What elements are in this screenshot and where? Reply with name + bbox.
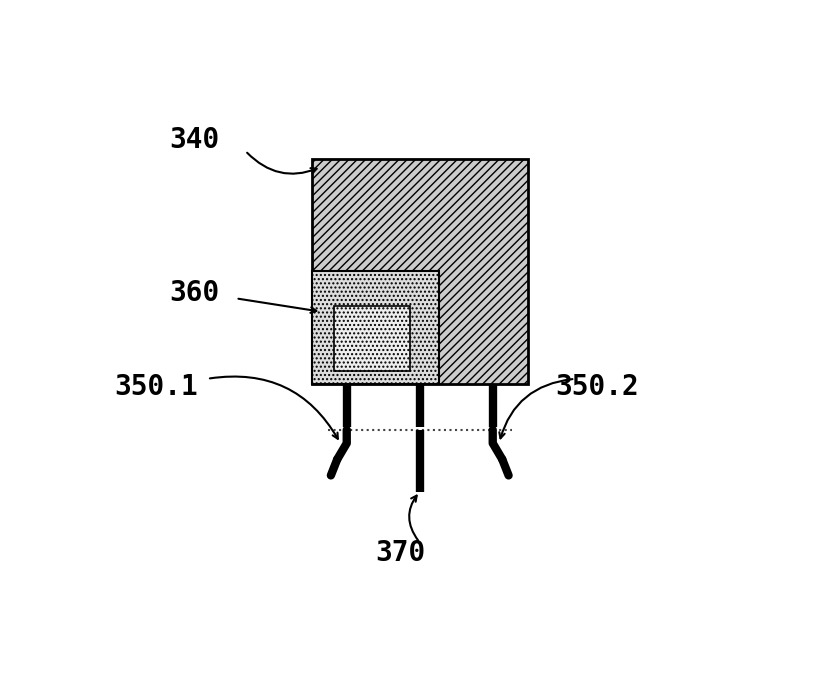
Text: 370: 370 [376, 539, 426, 567]
Text: 360: 360 [170, 279, 219, 307]
Text: 350.1: 350.1 [115, 373, 198, 401]
Text: 340: 340 [170, 126, 219, 154]
Bar [312, 159, 527, 384]
Bar [312, 271, 439, 384]
Text: 350.2: 350.2 [555, 373, 640, 401]
Bar [334, 307, 410, 371]
